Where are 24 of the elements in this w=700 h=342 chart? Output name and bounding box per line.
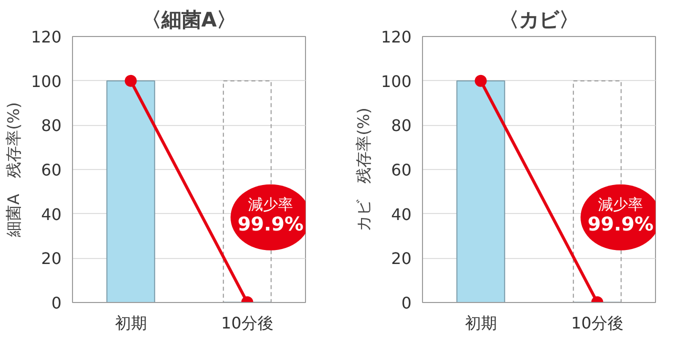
y-tick-label: 120	[380, 28, 412, 46]
x-tick-label: 10分後	[221, 314, 274, 332]
y-tick-label: 20	[41, 249, 62, 268]
y-tick-label: 100	[380, 72, 412, 91]
y-tick-label: 0	[401, 294, 412, 312]
y-tick-label: 0	[51, 294, 62, 312]
y-tick-label: 20	[391, 249, 412, 268]
y-tick-label: 80	[41, 116, 62, 136]
y-tick-label: 40	[41, 204, 62, 224]
chart-title: 〈細菌A〉	[141, 8, 237, 32]
y-axis-title: 細菌A 残存率(%)	[4, 102, 23, 238]
chart-title: 〈カビ〉	[499, 8, 579, 32]
y-tick-label: 80	[391, 116, 412, 136]
y-tick-label: 100	[30, 72, 62, 91]
y-tick-label: 40	[391, 204, 412, 224]
annotation: 減少率 99.9%	[588, 195, 654, 236]
annotation: 減少率 99.9%	[238, 195, 304, 236]
x-tick-label: 初期	[114, 314, 147, 332]
y-axis-title: カビ 残存率(%)	[354, 108, 373, 232]
y-tick-label: 60	[41, 160, 62, 180]
x-tick-label: 初期	[464, 314, 497, 332]
y-tick-label: 120	[30, 28, 62, 46]
x-tick-label: 10分後	[571, 314, 624, 332]
y-tick-label: 60	[391, 160, 412, 180]
